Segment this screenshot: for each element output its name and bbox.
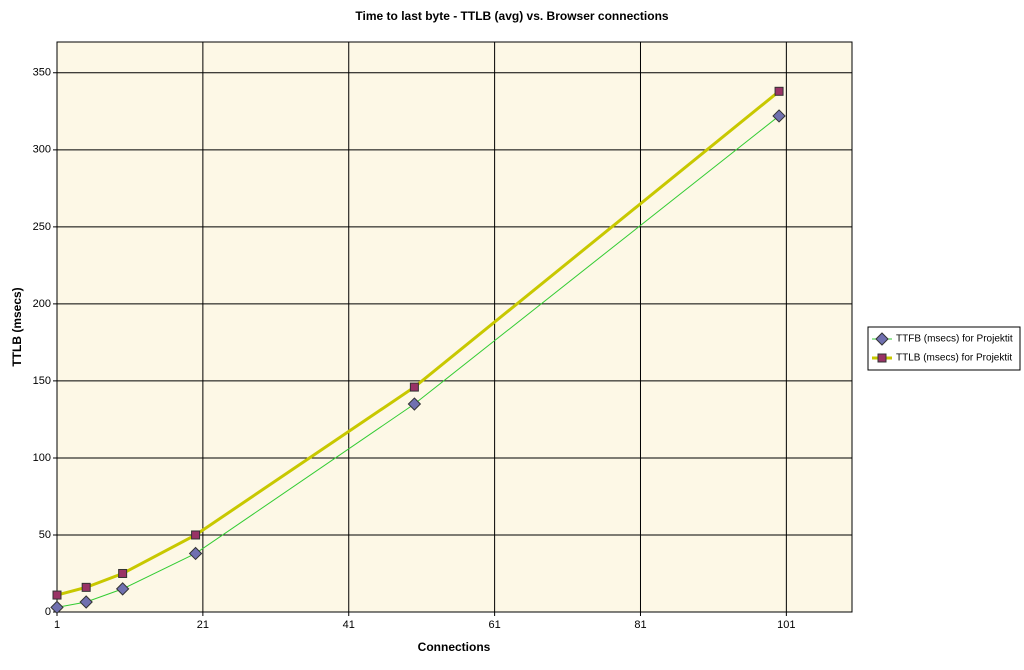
x-tick-label: 41 [343,619,355,631]
marker [52,590,62,600]
y-tick-label: 0 [45,606,51,618]
y-axis-label: TTLB (msecs) [10,287,24,366]
y-tick-label: 200 [33,298,51,310]
x-axis-label: Connections [418,640,491,654]
legend-label: TTLB (msecs) for Projektit [896,353,1012,364]
x-tick-label: 61 [488,619,500,631]
marker [191,530,201,540]
series-line [56,90,781,597]
marker [407,397,422,411]
plot-area [56,41,853,613]
marker [79,595,93,609]
chart-title: Time to last byte - TTLB (avg) vs. Brows… [355,9,668,23]
marker [118,568,128,578]
marker [188,546,203,561]
marker [774,86,784,96]
x-tick-label: 101 [777,619,795,631]
marker [772,109,786,123]
y-tick-label: 350 [33,67,51,79]
legend-marker [875,332,889,346]
marker [409,382,419,392]
x-tick-label: 21 [197,619,209,631]
y-tick-label: 250 [33,221,51,233]
legend-label: TTFB (msecs) for Projektit [896,334,1013,345]
legend-marker [877,353,887,363]
marker [50,600,64,615]
marker [115,582,130,596]
marker [81,582,91,592]
y-tick-label: 150 [33,375,51,387]
x-tick-label: 1 [54,619,60,631]
y-tick-label: 100 [33,452,51,464]
legend-box [867,326,1021,371]
y-tick-label: 50 [39,529,51,541]
x-tick-label: 81 [634,619,646,631]
y-tick-label: 300 [33,144,51,156]
